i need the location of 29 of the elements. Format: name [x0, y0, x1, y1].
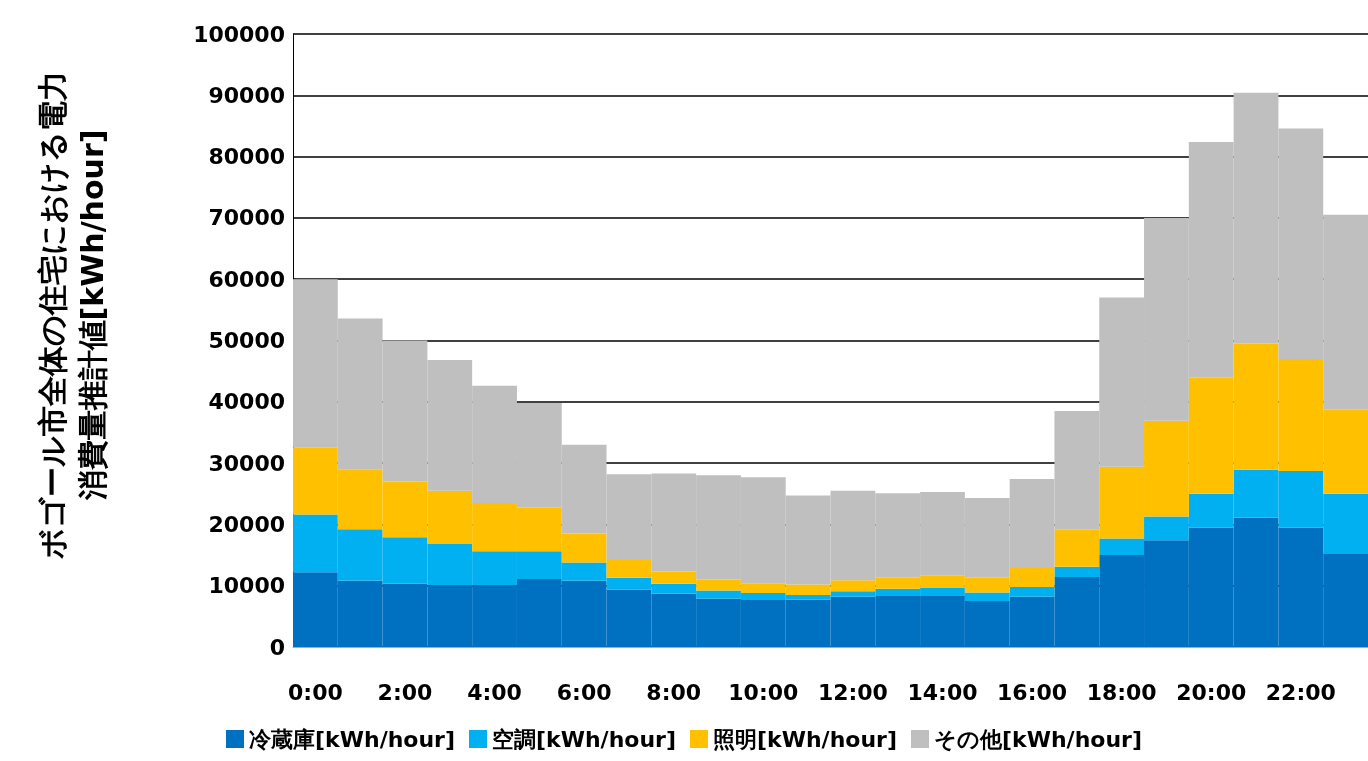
y-tick-label: 100000: [193, 21, 285, 47]
x-tick-label: 22:00: [1265, 679, 1336, 705]
y-tick-label: 60000: [208, 266, 285, 292]
x-tick-label: 20:00: [1176, 679, 1247, 705]
y-tick-label: 20000: [208, 511, 285, 537]
x-tick-label: 10:00: [728, 679, 799, 705]
bar: [1054, 566, 1100, 578]
y-tick-label: 70000: [208, 205, 285, 231]
y-tick-label: 90000: [208, 82, 285, 108]
x-tick-label: 6:00: [556, 679, 612, 705]
y-tick-label: 80000: [208, 144, 285, 170]
y-tick-label: 0: [269, 634, 285, 660]
x-tick-label: 18:00: [1086, 679, 1157, 705]
x-tick-label: 2:00: [377, 679, 433, 705]
legend-label: 空調[kWh/hour]: [492, 726, 677, 752]
x-tick-label: 16:00: [997, 679, 1068, 705]
x-tick-label: 8:00: [646, 679, 702, 705]
y-axis-title: ボゴール市全体の住宅における電力消費量推計値[kWh/hour]: [34, 71, 110, 559]
x-tick-label: 0:00: [288, 679, 343, 705]
y-tick-label: 10000: [208, 573, 285, 599]
x-tick-label: 14:00: [907, 679, 978, 705]
y-tick-label: 50000: [208, 328, 285, 353]
legend-label: 照明[kWh/hour]: [713, 726, 897, 752]
x-tick-label: 4:00: [467, 679, 522, 705]
x-tick-label: 12:00: [817, 679, 888, 705]
legend-label: その他[kWh/hour]: [933, 726, 1142, 752]
y-tick-label: 30000: [208, 450, 285, 476]
y-tick-label: 40000: [208, 389, 285, 415]
legend-label: 冷蔵庫[kWh/hour]: [249, 726, 456, 752]
